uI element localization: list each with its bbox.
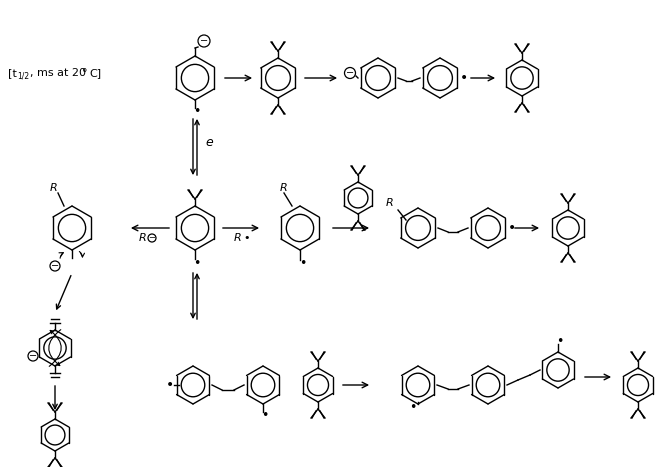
Text: R: R	[386, 198, 394, 208]
Text: •: •	[244, 233, 250, 243]
Text: R: R	[50, 183, 58, 193]
Text: °: °	[82, 68, 88, 78]
Text: , ms at 20: , ms at 20	[30, 68, 90, 78]
Text: [t: [t	[8, 68, 17, 78]
Text: •: •	[409, 401, 417, 413]
Text: •: •	[299, 257, 307, 270]
Text: •: •	[460, 71, 468, 85]
Text: 1/2: 1/2	[17, 71, 29, 80]
Text: •: •	[261, 410, 269, 423]
Text: −: −	[200, 36, 208, 46]
Text: R: R	[280, 183, 288, 193]
Text: R: R	[234, 233, 242, 243]
Text: R: R	[139, 233, 147, 243]
Text: •: •	[556, 334, 564, 347]
Text: −: −	[29, 351, 37, 361]
Text: −: −	[148, 234, 156, 242]
Text: •: •	[508, 221, 516, 235]
Text: −: −	[346, 68, 354, 78]
Text: •: •	[166, 378, 174, 392]
Text: •: •	[193, 256, 200, 269]
Text: e: e	[205, 135, 212, 149]
Text: C]: C]	[89, 68, 101, 78]
Text: •: •	[193, 106, 200, 119]
Text: −: −	[51, 261, 59, 271]
